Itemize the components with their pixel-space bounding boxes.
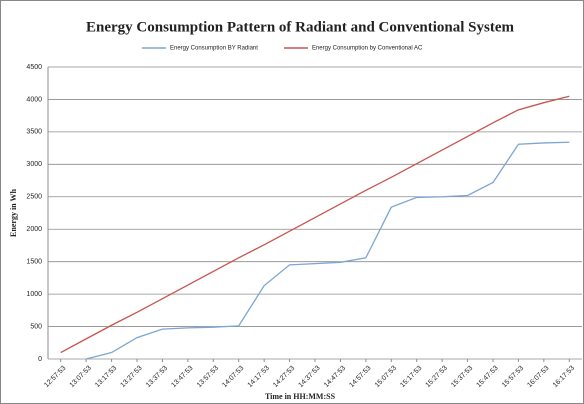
y-tick-label: 500 [30,323,42,330]
y-tick-label: 4500 [26,64,42,71]
legend-label: Energy Consumption by Conventional AC [312,46,423,52]
y-axis-label: Energy in Wh [9,189,18,237]
series-line [85,141,570,360]
y-tick-label: 2500 [26,194,42,201]
y-tick-label: 3500 [26,129,42,136]
chart-title: Energy Consumption Pattern of Radiant an… [86,19,514,35]
y-tick-label: 2000 [26,226,42,233]
y-tick-label: 0 [38,356,42,363]
series-line [60,95,570,354]
y-tick-label: 4000 [26,96,42,103]
y-tick-label: 1500 [26,259,42,266]
y-tick-label: 3000 [26,161,42,168]
legend-label: Energy Consumption BY Radiant [170,46,258,52]
x-axis-label: Time in HH:MM:SS [265,392,336,401]
y-tick-label: 1000 [26,291,42,298]
